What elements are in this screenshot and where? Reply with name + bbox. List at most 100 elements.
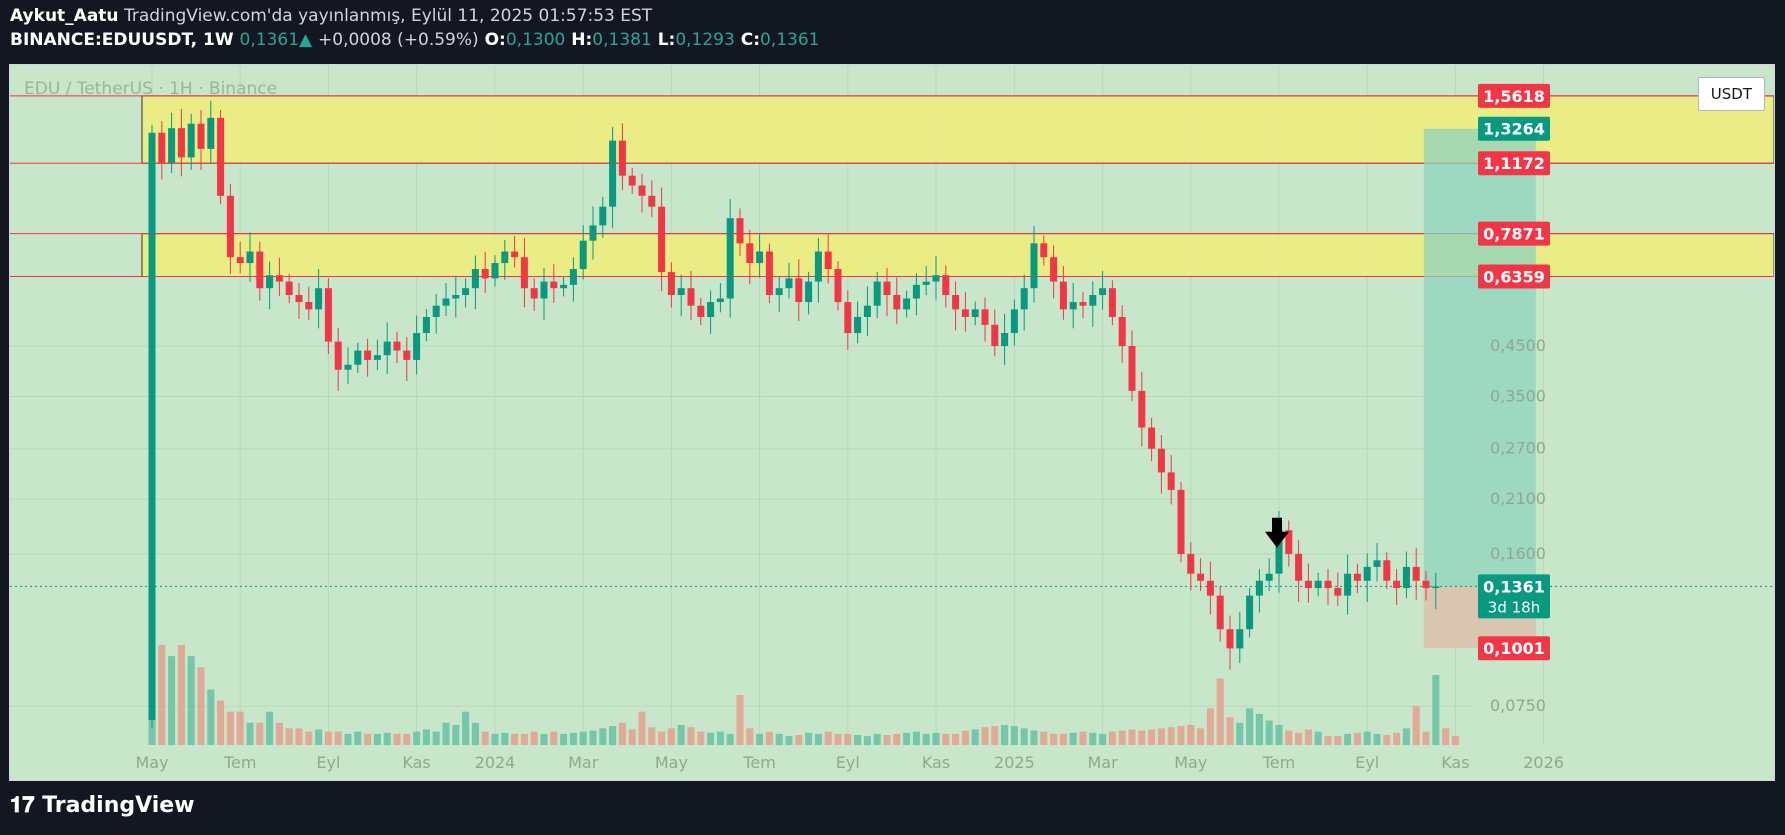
candle-body: [599, 206, 607, 226]
author-name[interactable]: Aykut_Aatu: [10, 6, 119, 26]
y-tick-label: 0,2100: [1490, 489, 1546, 508]
candle: [1138, 371, 1146, 447]
candle: [1148, 417, 1156, 462]
candlestick-chart[interactable]: 0,4500 0,3500 0,2700 0,2100 0,1600 0,0750 May T…: [10, 65, 1774, 780]
candle: [1059, 266, 1067, 320]
candle-body: [1255, 580, 1263, 596]
candle: [1089, 281, 1097, 327]
candle-body: [697, 305, 705, 317]
candle-body: [883, 281, 891, 296]
candle-body: [628, 175, 636, 186]
candle: [540, 268, 548, 320]
volume-bar: [1442, 728, 1450, 745]
candle: [1079, 292, 1087, 319]
candle: [1069, 282, 1077, 329]
x-tick-label: 2026: [1523, 753, 1564, 772]
logo-text: TradingView: [42, 793, 195, 818]
candle: [305, 286, 313, 320]
candle-body: [168, 128, 176, 163]
candle: [824, 234, 832, 284]
volume-bar: [569, 732, 577, 745]
candle: [462, 278, 470, 308]
volume-bar: [599, 728, 607, 745]
currency-button[interactable]: USDT: [1697, 77, 1765, 111]
volume-bar: [462, 711, 470, 745]
candle: [168, 112, 176, 174]
volume-bar: [1246, 708, 1254, 745]
volume-bar: [1206, 708, 1214, 745]
candle-body: [579, 240, 587, 270]
candle: [628, 167, 636, 194]
volume-bar: [226, 711, 234, 745]
volume-bar: [824, 731, 832, 745]
candle: [1197, 558, 1205, 592]
volume-bar: [1030, 730, 1038, 745]
candle-body: [1285, 530, 1293, 554]
volume-bar: [432, 731, 440, 745]
price-axis-label: 0,1001: [1478, 636, 1550, 661]
candle-body: [1412, 566, 1420, 581]
candle-body: [422, 316, 430, 334]
candle: [658, 187, 666, 292]
candle: [638, 173, 646, 213]
candle-body: [707, 302, 715, 317]
volume-bar: [295, 728, 303, 745]
volume-bar: [1324, 736, 1332, 745]
volume-bar: [1314, 731, 1322, 745]
y-tick-label: 0,3500: [1490, 387, 1546, 406]
candle: [1285, 520, 1293, 567]
volume-bar: [981, 727, 989, 745]
candle: [1412, 547, 1420, 600]
last-price: 0,1361: [239, 30, 300, 50]
x-tick-label: 2024: [475, 753, 516, 772]
volume-bar: [1089, 732, 1097, 745]
volume-bar: [873, 733, 881, 745]
price-label-box: [1478, 116, 1550, 141]
volume-bar: [481, 731, 489, 745]
volume-bar: [1265, 720, 1273, 745]
price-axis-label: 0,1361 3d 18h: [1478, 574, 1550, 619]
candle: [1099, 270, 1107, 310]
symbol-label[interactable]: BINANCE:EDUUSDT, 1W: [10, 30, 234, 50]
candle-body: [1148, 427, 1156, 449]
volume-bar: [266, 711, 274, 745]
volume-bar: [197, 667, 205, 745]
candle: [942, 265, 950, 308]
candle: [256, 241, 264, 301]
candle: [393, 331, 401, 363]
tradingview-logo[interactable]: 𝟏𝟕 TradingView: [10, 793, 195, 818]
candle: [648, 180, 656, 217]
volume-bar: [315, 729, 323, 745]
volume-bar: [618, 722, 626, 745]
candle-body: [530, 288, 538, 299]
candle-body: [785, 278, 793, 289]
volume-bar: [1275, 725, 1283, 745]
candle: [932, 256, 940, 301]
volume-bar: [168, 656, 176, 745]
volume-bar: [1373, 733, 1381, 745]
candle-body: [863, 305, 871, 317]
candle: [334, 328, 342, 391]
candle-body: [187, 123, 195, 158]
candle: [1324, 569, 1332, 605]
candle-body: [217, 117, 225, 196]
volume-bar: [863, 736, 871, 745]
volume-bar: [795, 735, 803, 745]
candle-body: [1010, 309, 1018, 334]
candle: [1344, 554, 1352, 615]
price-label-text: 0,6359: [1483, 268, 1545, 287]
chart-area[interactable]: 0,4500 0,3500 0,2700 0,2100 0,1600 0,0750 May T…: [9, 64, 1775, 781]
candle: [452, 275, 460, 318]
volume-bar: [334, 731, 342, 745]
candle-body: [1334, 588, 1342, 596]
volume-bar: [1187, 725, 1195, 745]
candle-body: [1030, 243, 1038, 289]
candle: [1236, 611, 1244, 663]
candle-body: [295, 295, 303, 303]
volume-bar: [1177, 726, 1185, 745]
price-axis-label: 1,1172: [1478, 151, 1550, 176]
open-label: O:: [484, 30, 506, 50]
volume-bar: [667, 728, 675, 745]
candle: [471, 255, 479, 310]
x-tick-label: Kas: [402, 753, 430, 772]
